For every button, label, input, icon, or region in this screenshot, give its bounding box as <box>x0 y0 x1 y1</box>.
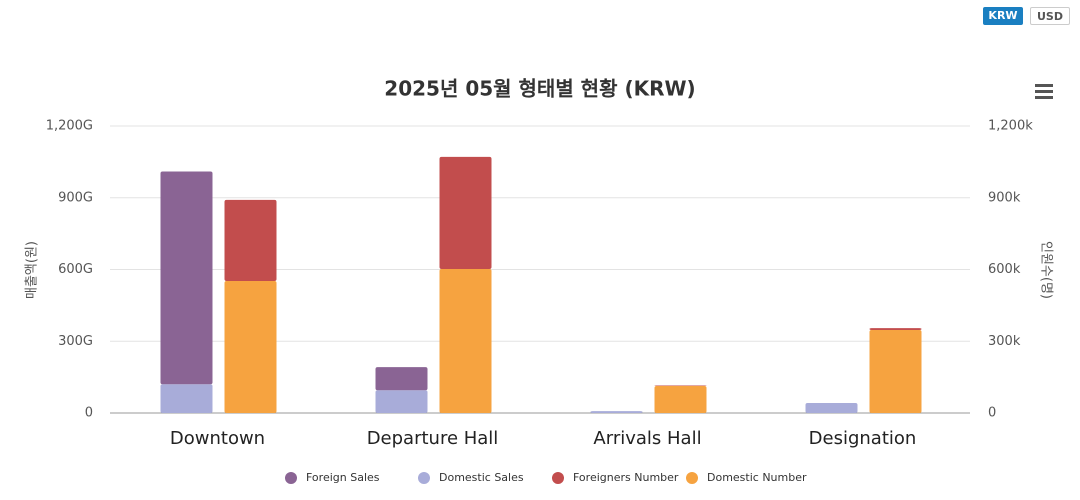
y2-tick-label: 1,200k <box>988 119 1033 134</box>
legend-marker <box>552 472 564 484</box>
currency-button[interactable]: KRW <box>983 7 1023 25</box>
x-tick-label: Downtown <box>170 428 265 449</box>
legend-label: Foreign Sales <box>306 471 380 484</box>
bar <box>805 402 858 413</box>
legend-label: Domestic Sales <box>439 471 524 484</box>
y-tick-label: 0 <box>85 406 93 421</box>
x-tick-label: Departure Hall <box>367 428 499 449</box>
bar <box>375 390 428 413</box>
bar <box>439 269 492 413</box>
y2-tick-label: 0 <box>988 406 996 421</box>
bar <box>224 199 277 281</box>
x-tick-label: Designation <box>809 428 917 449</box>
bar <box>869 328 922 331</box>
legend-marker <box>285 472 297 484</box>
menu-icon[interactable] <box>1035 84 1053 99</box>
bar <box>869 330 922 413</box>
bar <box>160 171 213 385</box>
legend-label: Foreigners Number <box>573 471 679 484</box>
y-axis-title: 매출액(원) <box>25 241 40 299</box>
y2-tick-label: 600k <box>988 262 1021 277</box>
bar <box>654 385 707 413</box>
legend-marker <box>686 472 698 484</box>
y-tick-label: 900G <box>58 190 93 205</box>
bar <box>439 156 492 270</box>
bar <box>160 384 213 413</box>
legend-marker <box>418 472 430 484</box>
bar <box>590 411 643 413</box>
bar <box>224 280 277 413</box>
chart-title: 2025년 05월 형태별 현황 (KRW) <box>384 77 695 101</box>
x-tick-label: Arrivals Hall <box>593 428 701 449</box>
legend-label: Domestic Number <box>707 471 807 484</box>
y2-tick-label: 900k <box>988 190 1021 205</box>
y-tick-label: 600G <box>58 262 93 277</box>
currency-button[interactable]: USD <box>1030 7 1070 25</box>
y-tick-label: 1,200G <box>46 119 93 134</box>
y2-tick-label: 300k <box>988 334 1021 349</box>
y-tick-label: 300G <box>58 334 93 349</box>
bar <box>375 367 428 391</box>
y2-axis-title: 인원수(명) <box>1039 241 1054 299</box>
